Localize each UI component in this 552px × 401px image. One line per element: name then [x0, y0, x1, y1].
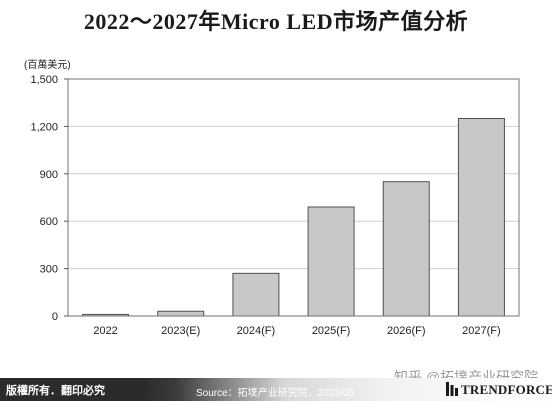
bars — [82, 118, 505, 317]
footer-bar: 版權所有．翻印必究 Source：拓墣产业研究院，2023/05 — [0, 378, 552, 401]
y-axis-label: (百萬美元) — [24, 58, 71, 71]
grid-lines — [68, 78, 519, 270]
y-tick-labels: 0 300 600 900 1,200 1,500 — [30, 74, 68, 323]
bar-2024f — [232, 272, 280, 317]
trendforce-logo-icon — [446, 382, 458, 396]
x-tick-label: 2022 — [93, 325, 117, 337]
plot-frame — [67, 78, 520, 317]
y-tick-label: 1,200 — [30, 121, 58, 133]
x-tick-label: 2025(F) — [312, 325, 351, 337]
footer-copyright: 版權所有．翻印必究 — [6, 385, 105, 397]
brand-name: TRENDFORCE — [461, 382, 552, 397]
bar-2027f — [457, 118, 505, 317]
x-tick-label: 2026(F) — [387, 325, 426, 337]
y-tick-label: 0 — [52, 311, 58, 323]
bar-2025f — [307, 206, 355, 317]
y-tick-label: 600 — [40, 216, 58, 228]
footer-gradient — [142, 378, 552, 401]
y-tick-label: 1,500 — [30, 74, 58, 86]
x-tick-label: 2027(F) — [462, 325, 501, 337]
y-tick-label: 900 — [40, 169, 58, 181]
y-tick-label: 300 — [40, 264, 58, 276]
footer-source: Source：拓墣产业研究院，2023/05 — [196, 388, 354, 399]
x-tick-label: 2024(F) — [237, 325, 276, 337]
chart-title: 2022～2027年Micro LED市场产值分析 — [83, 9, 469, 34]
axes — [67, 78, 520, 317]
bar-2023e — [157, 310, 205, 317]
bar-2026f — [382, 181, 430, 317]
x-tick-label: 2023(E) — [161, 325, 200, 337]
x-tick-labels: 2022 2023(E) 2024(F) 2025(F) 2026(F) 2027(F) — [93, 325, 500, 337]
